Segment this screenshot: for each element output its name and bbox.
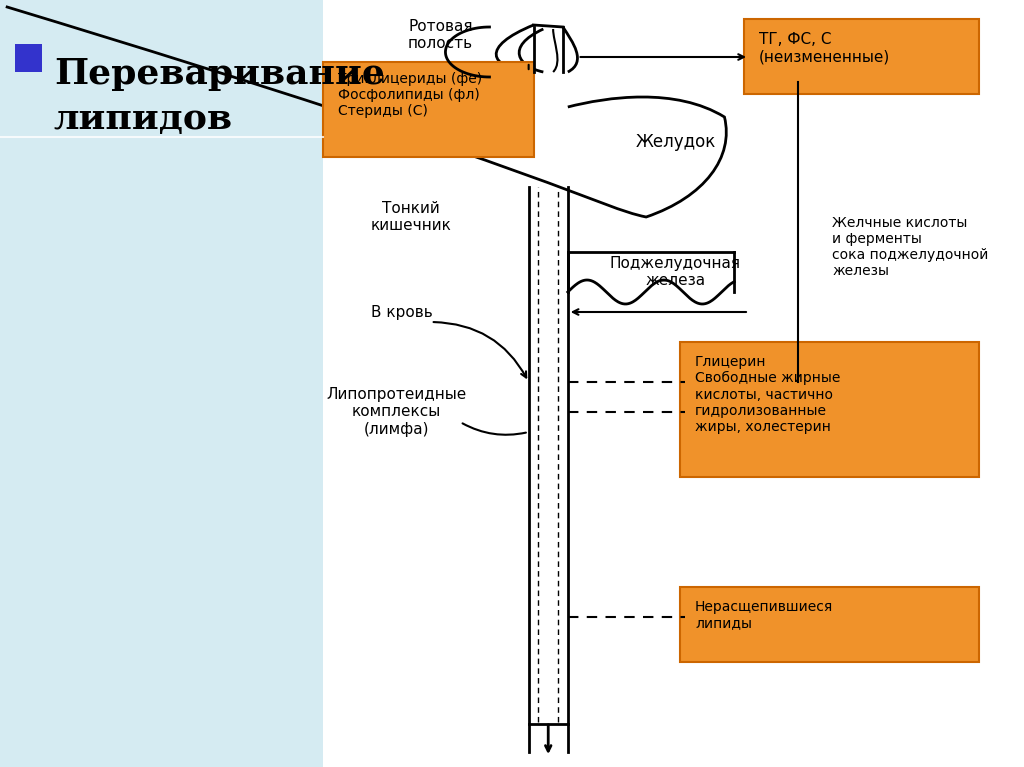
Text: Желудок: Желудок: [635, 133, 716, 151]
Text: Ротовая
полость: Ротовая полость: [408, 19, 473, 51]
Text: Триглицериды (фе)
Фосфолипиды (фл)
Стериды (С): Триглицериды (фе) Фосфолипиды (фл) Стери…: [338, 72, 482, 118]
Text: В кровь: В кровь: [371, 304, 432, 320]
FancyBboxPatch shape: [0, 0, 323, 767]
Text: Глицерин
Свободные жирные
кислоты, частично
гидролизованные
жиры, холестерин: Глицерин Свободные жирные кислоты, части…: [695, 355, 841, 434]
Text: Желчные кислоты
и ферменты
сока поджелудочной
железы: Желчные кислоты и ферменты сока поджелуд…: [833, 216, 988, 278]
Text: Нерасщепившиеся
липиды: Нерасщепившиеся липиды: [695, 600, 834, 630]
Text: Липопротеидные
комплексы
(лимфа): Липопротеидные комплексы (лимфа): [327, 387, 467, 437]
Text: Поджелудочная
железа: Поджелудочная железа: [610, 256, 741, 288]
Bar: [14, 44, 42, 72]
Text: ТГ, ФС, С
(неизмененные): ТГ, ФС, С (неизмененные): [759, 32, 890, 64]
Text: Тонкий
кишечник: Тонкий кишечник: [371, 201, 452, 233]
FancyBboxPatch shape: [680, 342, 979, 477]
FancyBboxPatch shape: [680, 587, 979, 662]
FancyBboxPatch shape: [323, 62, 534, 157]
Text: липидов: липидов: [54, 102, 233, 136]
FancyBboxPatch shape: [744, 19, 979, 94]
Text: Переваривание: Переваривание: [54, 57, 385, 91]
